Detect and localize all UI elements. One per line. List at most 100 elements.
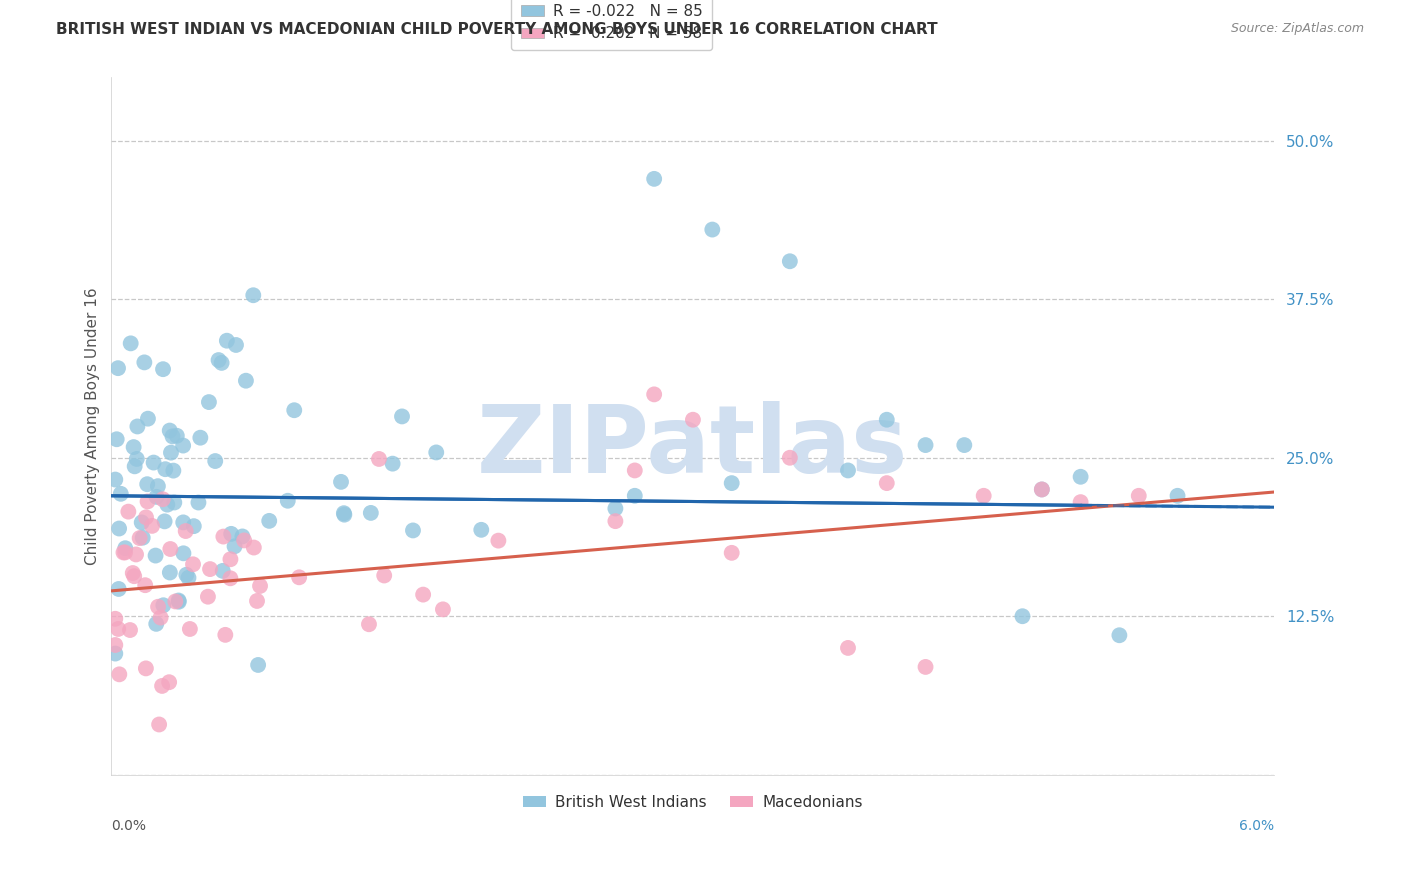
Point — [174, 524, 197, 538]
Point — [212, 530, 235, 544]
Point — [425, 445, 447, 459]
Point — [605, 514, 627, 528]
Point — [160, 445, 183, 459]
Point — [162, 464, 184, 478]
Point — [257, 514, 280, 528]
Point — [145, 616, 167, 631]
Point — [373, 568, 395, 582]
Point — [1070, 495, 1092, 509]
Point — [247, 657, 270, 672]
Point — [152, 599, 174, 613]
Point — [148, 717, 170, 731]
Point — [152, 492, 174, 507]
Point — [837, 463, 859, 477]
Point — [288, 570, 311, 584]
Point — [779, 254, 801, 268]
Point — [156, 498, 179, 512]
Point — [132, 531, 155, 545]
Point — [179, 622, 201, 636]
Point — [136, 494, 159, 508]
Point — [146, 599, 169, 614]
Point — [108, 667, 131, 681]
Point — [177, 571, 200, 585]
Point — [183, 519, 205, 533]
Point — [231, 529, 253, 543]
Point — [198, 395, 221, 409]
Point — [165, 594, 187, 608]
Point — [122, 440, 145, 454]
Point — [412, 588, 434, 602]
Legend: British West Indians, Macedonians: British West Indians, Macedonians — [517, 789, 869, 816]
Point — [1031, 483, 1053, 497]
Point — [162, 429, 184, 443]
Point — [249, 579, 271, 593]
Point — [381, 457, 404, 471]
Point — [104, 612, 127, 626]
Point — [204, 454, 226, 468]
Point — [146, 479, 169, 493]
Point — [215, 334, 238, 348]
Point — [187, 495, 209, 509]
Point — [623, 489, 645, 503]
Point — [155, 462, 177, 476]
Point — [136, 411, 159, 425]
Point — [134, 578, 156, 592]
Point — [135, 661, 157, 675]
Point — [172, 516, 194, 530]
Text: Source: ZipAtlas.com: Source: ZipAtlas.com — [1230, 22, 1364, 36]
Point — [470, 523, 492, 537]
Point — [198, 562, 221, 576]
Point — [150, 679, 173, 693]
Point — [121, 566, 143, 580]
Point — [211, 356, 233, 370]
Point — [605, 501, 627, 516]
Point — [1070, 470, 1092, 484]
Point — [246, 594, 269, 608]
Point — [1167, 489, 1189, 503]
Point — [142, 456, 165, 470]
Point — [357, 617, 380, 632]
Point — [368, 452, 391, 467]
Point — [166, 429, 188, 443]
Point — [117, 505, 139, 519]
Point — [124, 459, 146, 474]
Point — [188, 431, 211, 445]
Point — [135, 510, 157, 524]
Point — [876, 413, 898, 427]
Point — [914, 438, 936, 452]
Point — [197, 590, 219, 604]
Point — [914, 660, 936, 674]
Point — [233, 533, 256, 548]
Point — [1011, 609, 1033, 624]
Point — [720, 476, 742, 491]
Point — [114, 541, 136, 556]
Point — [402, 524, 425, 538]
Point — [1128, 489, 1150, 503]
Point — [225, 338, 247, 352]
Point — [131, 516, 153, 530]
Point — [432, 602, 454, 616]
Point — [1108, 628, 1130, 642]
Point — [277, 493, 299, 508]
Point — [145, 549, 167, 563]
Point — [243, 541, 266, 555]
Point — [125, 548, 148, 562]
Point — [157, 675, 180, 690]
Point — [104, 647, 127, 661]
Point — [219, 552, 242, 566]
Point — [112, 545, 135, 559]
Point — [181, 558, 204, 572]
Point — [128, 531, 150, 545]
Point — [391, 409, 413, 424]
Point — [973, 489, 995, 503]
Point — [720, 546, 742, 560]
Point — [167, 595, 190, 609]
Point — [333, 506, 356, 520]
Point — [104, 473, 127, 487]
Point — [330, 475, 353, 489]
Point — [283, 403, 305, 417]
Point — [207, 353, 229, 368]
Point — [224, 539, 246, 553]
Point — [118, 623, 141, 637]
Point — [163, 495, 186, 509]
